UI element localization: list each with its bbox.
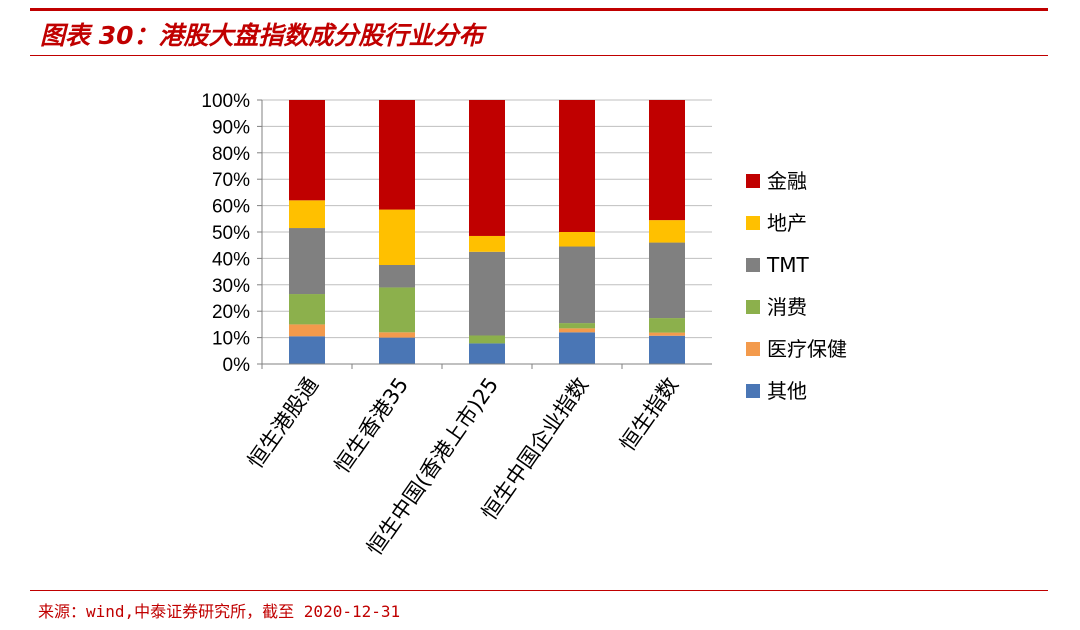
bar-segment [289, 228, 325, 295]
bar-segment [289, 336, 325, 364]
y-tick-label: 50% [212, 223, 250, 244]
y-tick-label: 70% [212, 170, 250, 191]
bar-segment [559, 332, 595, 364]
legend-label: TMT [766, 253, 809, 277]
bar-segment [469, 251, 505, 336]
y-axis-ticks: 0% 10% 20% 30% 40% 50% 60% 70% 80% 90% 100% [201, 91, 262, 376]
stacked-bar-chart: 0%10%20%30%40%50%60%70%80%90%100% 恒生港股通恒… [201, 91, 847, 560]
y-tick-label: 60% [212, 197, 250, 218]
x-category-label: 恒生指数 [615, 373, 683, 456]
x-category-label: 恒生港股通 [243, 373, 323, 473]
bar-segment [379, 209, 415, 265]
bottom-rule [30, 590, 1048, 591]
bar-segment [379, 265, 415, 288]
bar-segment [379, 332, 415, 338]
legend-label: 医疗保健 [767, 337, 847, 361]
bar-segment [649, 318, 685, 333]
bar-segment [649, 332, 685, 336]
bar-segment [289, 200, 325, 229]
legend-swatch [746, 384, 760, 398]
y-tick-label: 0% [223, 355, 251, 376]
bar-segment [559, 232, 595, 247]
axes [261, 100, 712, 369]
top-rule [30, 8, 1048, 11]
y-tick-label: 80% [212, 144, 250, 165]
bar-segment [469, 100, 505, 236]
legend-swatch [746, 174, 760, 188]
source-note: 来源：wind,中泰证券研究所，截至 2020-12-31 [38, 602, 401, 621]
bar-segment [559, 100, 595, 232]
figure-title: 图表 30：港股大盘指数成分股行业分布 [40, 21, 484, 50]
bar-segment [559, 328, 595, 333]
bar-segment [289, 324, 325, 337]
bar-segment [379, 337, 415, 364]
legend-swatch [746, 216, 760, 230]
bar-segment [649, 100, 685, 221]
legend-label: 消费 [767, 295, 807, 319]
y-tick-label: 10% [212, 329, 250, 350]
y-tick-label: 90% [212, 117, 250, 138]
legend-swatch [746, 342, 760, 356]
bars [289, 100, 685, 364]
bar-segment [559, 323, 595, 329]
x-category-label: 恒生香港35 [330, 373, 413, 477]
legend-label: 其他 [767, 379, 807, 403]
y-tick-label: 40% [212, 249, 250, 270]
legend-label: 金融 [767, 169, 807, 193]
bar-segment [649, 242, 685, 319]
legend-swatch [746, 258, 760, 272]
bar-segment [649, 220, 685, 243]
bar-segment [469, 335, 505, 344]
y-tick-label: 100% [201, 91, 250, 112]
bar-segment [469, 343, 505, 364]
bar-segment [289, 294, 325, 325]
legend-swatch [746, 300, 760, 314]
y-tick-label: 20% [212, 302, 250, 323]
y-tick-label: 30% [212, 276, 250, 297]
bar-segment [379, 100, 415, 210]
bar-segment [559, 246, 595, 324]
bar-segment [289, 100, 325, 201]
bar-segment [649, 335, 685, 364]
legend-label: 地产 [767, 211, 807, 235]
bar-segment [379, 287, 415, 333]
title-rule [30, 55, 1048, 56]
bar-segment [469, 235, 505, 252]
